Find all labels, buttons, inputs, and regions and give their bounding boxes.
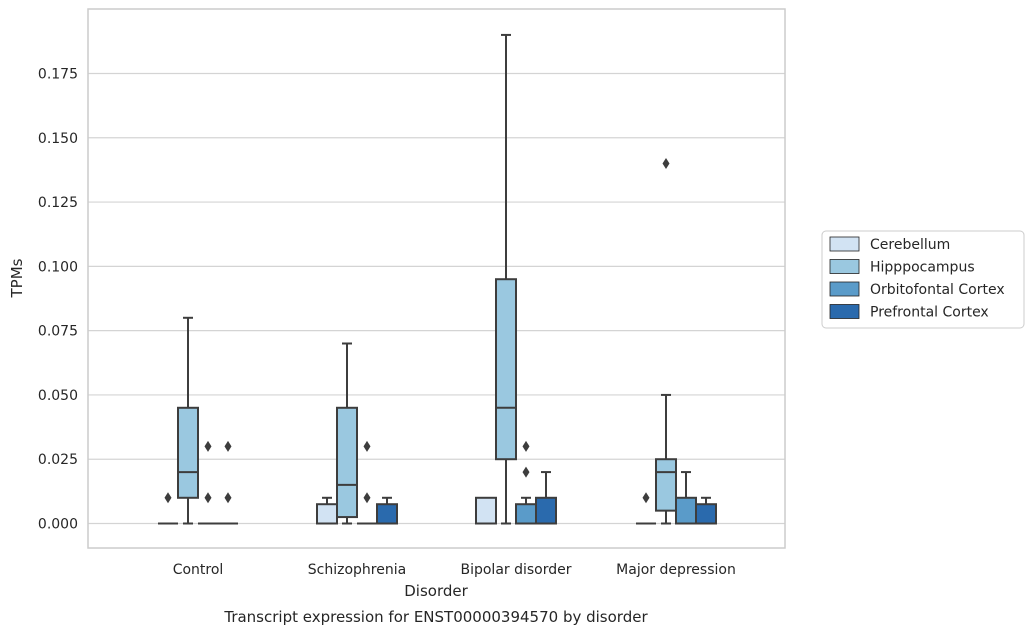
y-tick-label: 0.050 bbox=[38, 388, 78, 404]
box-body bbox=[475, 496, 497, 525]
y-axis-label: TPMs bbox=[8, 258, 26, 298]
gridlines bbox=[88, 72, 785, 525]
box-plots bbox=[158, 33, 717, 525]
legend-label: Cerebellum bbox=[870, 237, 950, 253]
legend: Cerebellum Hipppocampus Orbitofontal Corte… bbox=[821, 230, 1025, 329]
x-axis-label: Disorder bbox=[404, 582, 468, 600]
box-body bbox=[695, 503, 717, 525]
box-3-0 bbox=[218, 440, 238, 525]
y-tick-labels: 0.000 0.025 0.050 0.075 0.100 0.125 0.150 0.175 bbox=[38, 67, 78, 533]
box-2-0 bbox=[198, 440, 218, 525]
box-body bbox=[535, 496, 557, 525]
box-3-3 bbox=[695, 496, 717, 525]
outlier-point bbox=[522, 466, 530, 478]
x-tick-labels: Control Schizophrenia Bipolar disorder Majo… bbox=[173, 562, 736, 578]
legend-label: Prefrontal Cortex bbox=[870, 305, 989, 321]
box-body bbox=[515, 503, 537, 525]
box-0-1 bbox=[316, 496, 338, 525]
y-tick-label: 0.100 bbox=[38, 259, 78, 275]
y-tick-label: 0.075 bbox=[38, 324, 78, 340]
box-3-2 bbox=[535, 471, 557, 525]
box-body bbox=[336, 406, 358, 519]
box-body bbox=[675, 496, 697, 525]
box-0-2 bbox=[475, 496, 497, 525]
plot-frame bbox=[87, 8, 786, 549]
box-0-0 bbox=[158, 492, 178, 525]
y-tick-label: 0.025 bbox=[38, 452, 78, 468]
box-1-1 bbox=[336, 342, 358, 525]
box-body bbox=[376, 503, 398, 525]
x-tick-label: Schizophrenia bbox=[308, 562, 406, 578]
outlier-point bbox=[522, 440, 530, 452]
legend-swatch bbox=[829, 259, 860, 274]
y-tick-label: 0.150 bbox=[38, 131, 78, 147]
outlier-point bbox=[662, 158, 670, 169]
y-tick-label: 0.175 bbox=[38, 67, 78, 83]
box-body bbox=[655, 458, 677, 512]
box-1-0 bbox=[177, 316, 199, 525]
box-body bbox=[177, 406, 199, 499]
legend-label: Hipppocampus bbox=[870, 260, 975, 276]
box-1-3 bbox=[655, 158, 677, 525]
box-2-1 bbox=[357, 440, 377, 525]
legend-frame bbox=[821, 230, 1025, 329]
outlier-point bbox=[642, 492, 650, 504]
box-3-1 bbox=[376, 496, 398, 525]
outlier-point bbox=[363, 492, 371, 504]
x-tick-label: Bipolar disorder bbox=[460, 562, 571, 578]
legend-swatch bbox=[829, 304, 860, 319]
box-1-2 bbox=[495, 33, 517, 525]
chart-caption: Transcript expression for ENST0000039457… bbox=[223, 608, 648, 626]
outlier-point bbox=[363, 440, 371, 452]
outlier-point bbox=[164, 492, 172, 504]
box-body bbox=[495, 278, 517, 461]
legend-label: Orbitofontal Cortex bbox=[870, 282, 1005, 298]
box-2-2 bbox=[515, 440, 537, 525]
y-tick-label: 0.125 bbox=[38, 195, 78, 211]
box-0-3 bbox=[636, 492, 656, 525]
x-tick-label: Control bbox=[173, 562, 224, 578]
outlier-point bbox=[224, 440, 232, 452]
outlier-point bbox=[204, 492, 212, 504]
legend-swatch bbox=[829, 281, 860, 297]
box-body bbox=[316, 503, 338, 525]
outlier-point bbox=[204, 440, 212, 452]
box-2-3 bbox=[675, 471, 697, 525]
x-tick-label: Major depression bbox=[616, 562, 736, 578]
y-tick-label: 0.000 bbox=[38, 517, 78, 533]
legend-swatch bbox=[829, 236, 860, 252]
outlier-point bbox=[224, 492, 232, 504]
